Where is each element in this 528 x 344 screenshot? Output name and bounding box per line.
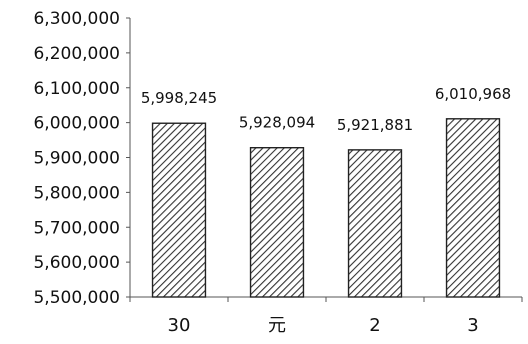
y-tick-label: 5,600,000 xyxy=(33,253,120,273)
y-tick-label: 5,800,000 xyxy=(33,183,120,203)
y-tick-label: 5,500,000 xyxy=(33,288,120,308)
x-category-label: 3 xyxy=(467,315,478,336)
y-axis: 5,500,000 5,600,000 5,700,000 5,800,000 5,90… xyxy=(33,9,131,308)
data-labels: 5,998,245 5,928,094 5,921,881 6,010,968 xyxy=(141,85,511,134)
bar-2 xyxy=(347,149,403,298)
y-tick-label: 6,100,000 xyxy=(33,79,120,99)
x-category-label: 30 xyxy=(168,315,191,336)
y-tick-label: 6,000,000 xyxy=(33,114,120,134)
bars xyxy=(151,118,501,298)
y-tick-label: 6,200,000 xyxy=(33,44,120,64)
y-tick-label: 6,300,000 xyxy=(33,9,120,29)
y-tick-label: 5,700,000 xyxy=(33,218,120,238)
bar-value-label: 6,010,968 xyxy=(435,85,511,103)
bar-value-label: 5,921,881 xyxy=(337,116,413,134)
bar-0 xyxy=(151,122,207,298)
bar-3 xyxy=(445,118,501,298)
x-category-label: 2 xyxy=(369,315,380,336)
bar-value-label: 5,998,245 xyxy=(141,89,217,107)
bar-1 xyxy=(249,147,305,298)
x-category-label: 元 xyxy=(268,315,286,336)
y-tick-label: 5,900,000 xyxy=(33,149,120,169)
x-axis: 30 元 2 3 xyxy=(129,296,523,336)
bar-value-label: 5,928,094 xyxy=(239,114,315,132)
